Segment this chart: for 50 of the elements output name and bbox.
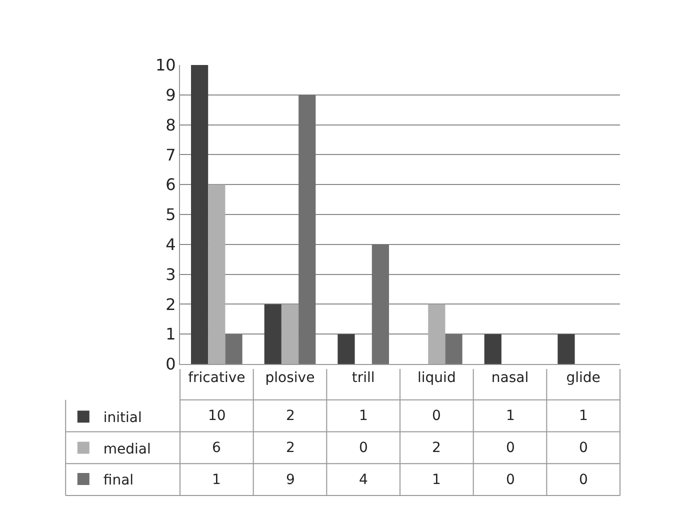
y-tick-label: 4 [166,235,176,254]
data-label: 9 [286,472,295,488]
y-tick-label: 9 [166,86,176,104]
x-tick-label: nasal [491,370,529,386]
data-label: 0 [432,408,441,424]
x-tick-label: liquid [418,370,456,386]
y-tick-label: 5 [166,205,176,224]
bar [191,65,208,364]
data-label: 0 [579,440,588,456]
data-label: 0 [506,440,515,456]
legend-label: initial [103,410,142,426]
data-label: 2 [286,440,295,456]
data-label: 0 [579,472,588,488]
data-label: 0 [506,472,515,488]
data-label: 1 [579,408,588,424]
data-label: 10 [208,408,226,424]
y-tick-label: 7 [166,145,176,164]
data-label: 1 [359,408,368,424]
bar [338,334,355,364]
bar [558,334,575,364]
data-label: 2 [432,440,441,456]
bar [298,94,316,364]
y-tick-label: 8 [166,115,176,134]
y-tick-label: 10 [155,56,176,75]
data-label: 1 [432,472,441,488]
x-tick-label: glide [566,370,600,386]
bar [225,334,242,364]
x-tick-label: trill [352,370,375,386]
y-tick-label: 6 [166,175,176,194]
data-label: 1 [506,408,515,424]
y-tick-label: 3 [166,264,176,284]
bar [281,304,299,364]
data-label: 6 [212,440,221,456]
bar [445,334,462,364]
data-label: 4 [359,472,368,488]
bar [208,184,226,364]
data-label: 0 [359,440,368,456]
bar [372,244,389,364]
y-tick-label: 2 [166,294,176,314]
data-label: 2 [286,408,295,424]
x-tick-label: plosive [265,370,315,386]
legend-label: medial [103,441,151,458]
bar [264,304,282,364]
y-tick-label: 0 [166,354,176,374]
data-label: 1 [212,472,221,488]
y-tick-label: 1 [166,324,176,344]
x-tick-label: fricative [188,370,246,386]
legend-label: final [103,472,134,488]
bar [428,304,446,364]
bar [484,334,502,364]
